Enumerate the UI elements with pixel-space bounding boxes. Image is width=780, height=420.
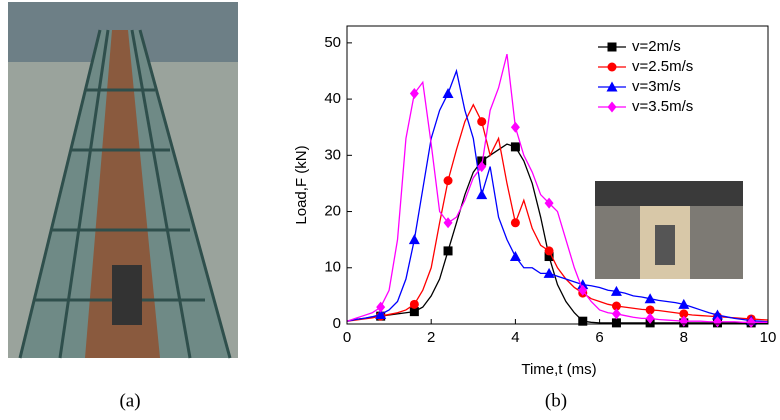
marker	[679, 309, 689, 319]
marker	[442, 87, 454, 98]
marker	[611, 318, 621, 328]
legend-label: v=2.5m/s	[632, 58, 693, 75]
y-tick-label: 30	[324, 146, 341, 163]
photo-a	[8, 2, 238, 359]
x-tick-label: 0	[343, 329, 351, 346]
marker	[644, 293, 656, 304]
y-tick-label: 40	[324, 90, 341, 107]
inset-photo	[595, 181, 743, 279]
legend-marker	[607, 42, 617, 52]
marker	[578, 316, 588, 326]
marker	[678, 298, 690, 309]
legend-marker	[607, 62, 617, 72]
marker	[711, 309, 723, 320]
y-axis-label: Load,F (kN)	[293, 145, 310, 224]
marker	[408, 234, 420, 245]
marker	[746, 316, 756, 328]
legend-label: v=3m/s	[632, 78, 681, 95]
marker	[509, 251, 521, 262]
marker	[477, 156, 487, 166]
marker	[376, 301, 386, 313]
marker	[510, 218, 520, 228]
marker	[611, 308, 621, 320]
y-tick-label: 20	[324, 203, 341, 220]
line	[346, 68, 769, 323]
marker	[712, 316, 722, 328]
marker	[577, 279, 589, 290]
legend-label: v=3.5m/s	[632, 98, 693, 115]
x-tick-label: 2	[427, 329, 435, 346]
marker	[610, 285, 622, 296]
y-tick-label: 50	[324, 34, 341, 51]
marker	[409, 307, 419, 317]
line	[346, 103, 769, 322]
x-tick-label: 10	[760, 329, 777, 346]
marker	[443, 217, 453, 229]
marker	[443, 176, 453, 186]
x-axis-label: Time,t (ms)	[521, 361, 596, 378]
y-tick-label: 10	[324, 259, 341, 276]
marker	[578, 284, 588, 296]
caption: (b)	[545, 390, 567, 411]
x-tick-label: 6	[595, 329, 603, 346]
marker	[645, 305, 655, 315]
legend-marker	[606, 81, 618, 92]
marker	[544, 246, 554, 256]
plot-frame	[346, 25, 769, 325]
marker	[477, 117, 487, 127]
marker	[510, 142, 520, 152]
marker	[510, 121, 520, 133]
line	[346, 53, 768, 323]
marker	[476, 189, 488, 200]
marker	[645, 312, 655, 324]
x-tick-label: 4	[511, 329, 519, 346]
marker	[375, 308, 387, 319]
legend-label: v=2m/s	[632, 38, 681, 55]
y-tick-label: 0	[333, 315, 341, 332]
marker	[477, 161, 487, 173]
x-tick-label: 8	[680, 329, 688, 346]
marker	[544, 197, 554, 209]
marker	[443, 246, 453, 256]
marker	[544, 252, 554, 262]
marker	[611, 301, 621, 311]
marker	[409, 87, 419, 99]
legend-marker	[607, 101, 617, 113]
caption: (a)	[119, 390, 140, 411]
marker	[543, 267, 555, 278]
marker	[409, 299, 419, 309]
